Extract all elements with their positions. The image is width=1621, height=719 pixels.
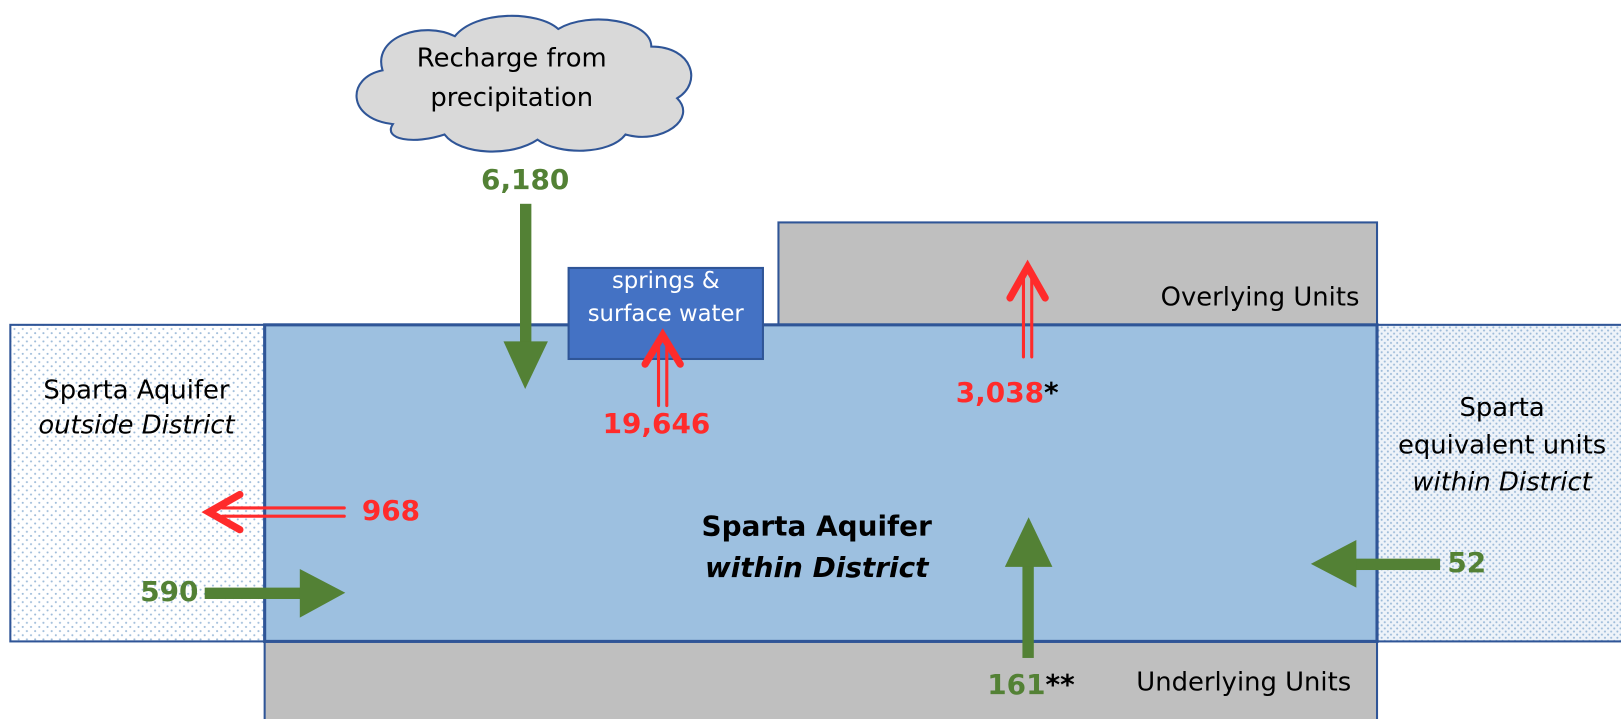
flow-label: 968 (362, 494, 420, 527)
equivalent-box (1375, 323, 1621, 643)
cloud (355, 14, 693, 153)
arrow (299, 568, 346, 618)
arrow (220, 506, 346, 518)
flow-label: 3,038* (956, 376, 1059, 409)
flow-value: 161 (987, 668, 1045, 701)
main-text: within District (705, 551, 930, 584)
arrows-red (201, 259, 1049, 534)
arrow (1022, 558, 1034, 658)
springs-text: springs & (612, 268, 720, 294)
arrow (656, 342, 669, 408)
flow-label: 19,646 (603, 407, 711, 440)
flow-label: 6,180 (481, 163, 569, 196)
arrow (641, 328, 684, 368)
underlying-units (263, 640, 1379, 719)
outside-text: Sparta Aquifer (43, 376, 230, 406)
cloud-text: Recharge from (417, 43, 607, 73)
underlying-label: Underlying Units (1136, 667, 1351, 697)
arrows-green (204, 203, 1441, 658)
flow-label: 590 (140, 575, 198, 608)
outside-text: outside District (38, 411, 235, 441)
flow-note: ** (1046, 668, 1076, 701)
arrow (1349, 558, 1441, 571)
equivalent-text: equivalent units (1398, 430, 1606, 460)
overlying-units (777, 221, 1379, 326)
equivalent-text: Sparta (1460, 393, 1545, 423)
arrow (520, 203, 532, 349)
arrow (503, 341, 548, 389)
arrow (204, 587, 309, 599)
overlying-label: Overlying Units (1161, 282, 1360, 312)
flow-label: 52 (1447, 546, 1486, 579)
cloud-text: precipitation (430, 83, 593, 113)
main-aquifer (263, 323, 1379, 643)
arrow (1006, 259, 1049, 302)
arrow (1004, 517, 1053, 567)
main-text: Sparta Aquifer (702, 510, 933, 543)
arrow (201, 490, 244, 534)
arrow (1310, 540, 1357, 588)
arrow (1021, 275, 1034, 359)
springs-text: surface water (588, 301, 745, 327)
flow-note: * (1044, 376, 1059, 409)
equivalent-text: within District (1412, 468, 1592, 498)
flow-value: 3,038 (956, 376, 1044, 409)
flow-label: 161** (987, 668, 1075, 701)
